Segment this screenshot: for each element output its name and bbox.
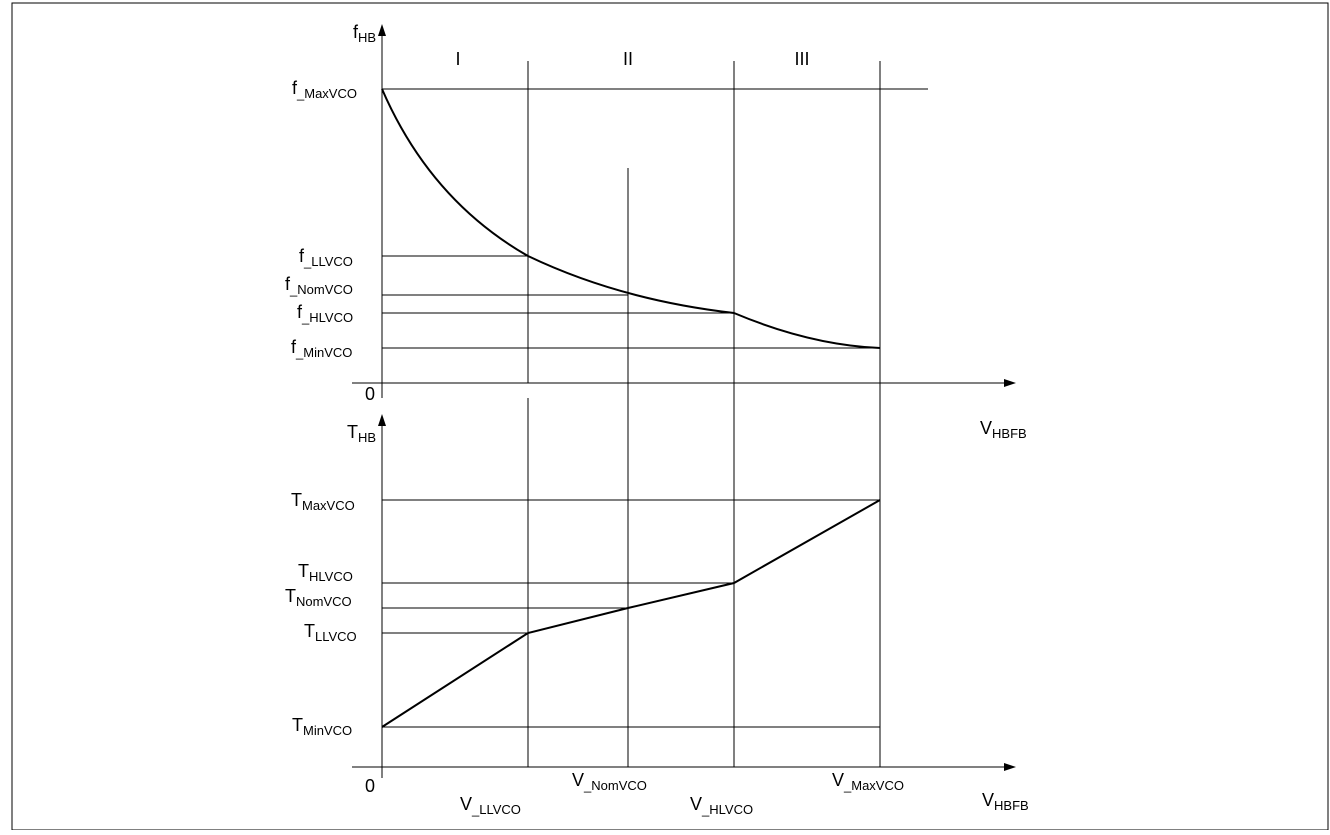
bottom-y-axis-arrowhead: [378, 414, 386, 426]
top-level-max-label: f_MaxVCO: [292, 78, 357, 101]
x-tick-hl-label: V_HLVCO: [690, 794, 753, 817]
x-tick-max-label: V_MaxVCO: [832, 770, 904, 793]
top-y-axis-label: fHB: [353, 22, 376, 45]
frequency-curve: [381, 88, 881, 349]
top-level-hl-label: f_HLVCO: [297, 302, 353, 325]
region-label-1: I: [455, 49, 460, 69]
top-origin-label: 0: [365, 384, 375, 404]
region-label-3: III: [794, 49, 809, 69]
top-level-ll-label: f_LLVCO: [299, 246, 353, 269]
x-tick-nom-label: V_NomVCO: [572, 770, 647, 793]
period-curve: [381, 499, 881, 728]
bottom-x-axis-arrowhead: [1004, 763, 1016, 771]
bottom-y-axis-label: THB: [347, 422, 376, 445]
bottom-level-ll-label: TLLVCO: [304, 621, 357, 644]
bottom-level-hl-label: THLVCO: [298, 561, 353, 584]
top-y-axis-arrowhead: [378, 24, 386, 36]
bottom-level-nom-label: TNomVCO: [285, 586, 352, 609]
bottom-origin-label: 0: [365, 776, 375, 796]
top-x-axis-label: VHBFB: [980, 418, 1027, 441]
x-tick-ll-label: V_LLVCO: [460, 794, 521, 817]
bottom-x-axis-label: VHBFB: [982, 790, 1029, 813]
top-x-axis-arrowhead: [1004, 379, 1016, 387]
top-level-min-label: f_MinVCO: [291, 337, 352, 360]
region-label-2: II: [623, 49, 633, 69]
top-level-nom-label: f_NomVCO: [285, 274, 353, 297]
bottom-level-max-label: TMaxVCO: [291, 490, 355, 513]
bottom-level-min-label: TMinVCO: [292, 715, 352, 738]
page-frame: [11, 2, 1329, 831]
